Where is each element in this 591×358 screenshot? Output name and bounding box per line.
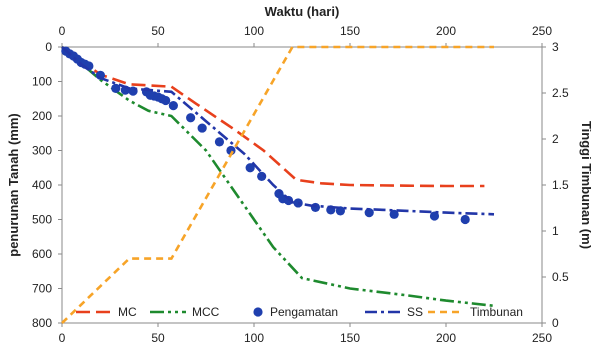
top-x-axis: 0 50 100 150 200 250 <box>59 24 552 47</box>
left-y-tick-label: 800 <box>32 316 52 330</box>
bottom-x-tick-label: 0 <box>59 331 66 345</box>
left-y-tick-label: 400 <box>32 178 52 192</box>
left-y-tick-label: 200 <box>32 109 52 123</box>
series-layer <box>61 45 495 324</box>
legend-label-pengamatan: Pengamatan <box>270 305 338 319</box>
right-y-tick-label: 0 <box>552 316 559 330</box>
top-x-tick-label: 150 <box>340 24 360 38</box>
right-y-tick-label: 3 <box>552 40 559 54</box>
pengamatan-point <box>111 83 121 93</box>
left-y-tick-label: 0 <box>45 40 52 54</box>
pengamatan-point <box>310 202 321 213</box>
pengamatan-point <box>214 137 225 147</box>
bottom-x-tick-label: 50 <box>151 331 165 345</box>
right-y-axis-title: Tinggi Timbunan (m) <box>579 121 591 249</box>
pengamatan-point <box>389 209 399 219</box>
bottom-x-tick-label: 200 <box>436 331 456 345</box>
left-y-axis: 0 100 200 300 400 500 600 700 800 <box>32 40 62 330</box>
legend: MC MCC Pengamatan SS Timbunan <box>76 305 523 319</box>
bottom-x-tick-label: 150 <box>340 331 360 345</box>
right-y-tick-label: 2.5 <box>552 86 569 100</box>
legend-label-mc: MC <box>118 305 137 319</box>
right-y-axis: 0 0.5 1 1.5 2 2.5 3 <box>542 40 569 330</box>
top-x-tick-label: 100 <box>244 24 264 38</box>
top-x-tick-label: 0 <box>59 24 66 38</box>
pengamatan-point <box>186 113 196 123</box>
top-x-tick-label: 50 <box>151 24 165 38</box>
series-line-mc <box>61 45 485 188</box>
pengamatan-point <box>429 211 440 221</box>
pengamatan-point <box>168 101 178 111</box>
left-y-axis-title: penurunan Tanah (mm) <box>6 113 21 256</box>
pengamatan-point <box>197 123 207 133</box>
bottom-x-axis: 0 50 100 150 200 250 <box>59 323 552 345</box>
legend-label-timbunan: Timbunan <box>470 305 523 319</box>
top-x-axis-title: Waktu (hari) <box>265 4 340 19</box>
left-y-tick-label: 500 <box>32 213 52 227</box>
legend-label-ss: SS <box>407 305 423 319</box>
left-y-tick-label: 100 <box>32 75 52 89</box>
right-y-tick-label: 2 <box>552 132 559 146</box>
pengamatan-point <box>245 163 255 173</box>
top-x-tick-label: 200 <box>436 24 456 38</box>
legend-marker-pengamatan <box>253 307 263 317</box>
pengamatan-point <box>161 95 171 106</box>
legend-label-mcc: MCC <box>192 305 220 319</box>
left-y-tick-label: 600 <box>32 247 52 261</box>
right-y-tick-label: 1 <box>552 224 559 238</box>
left-y-tick-label: 700 <box>32 282 52 296</box>
right-y-tick-label: 0.5 <box>552 270 569 284</box>
left-y-tick-label: 300 <box>32 144 52 158</box>
series-line-ss <box>61 46 495 216</box>
right-y-tick-label: 1.5 <box>552 178 569 192</box>
bottom-x-tick-label: 250 <box>532 331 552 345</box>
top-x-tick-label: 250 <box>532 24 552 38</box>
series-line-timbunan <box>61 45 494 324</box>
pengamatan-point <box>460 214 470 225</box>
bottom-x-tick-label: 100 <box>244 331 264 345</box>
